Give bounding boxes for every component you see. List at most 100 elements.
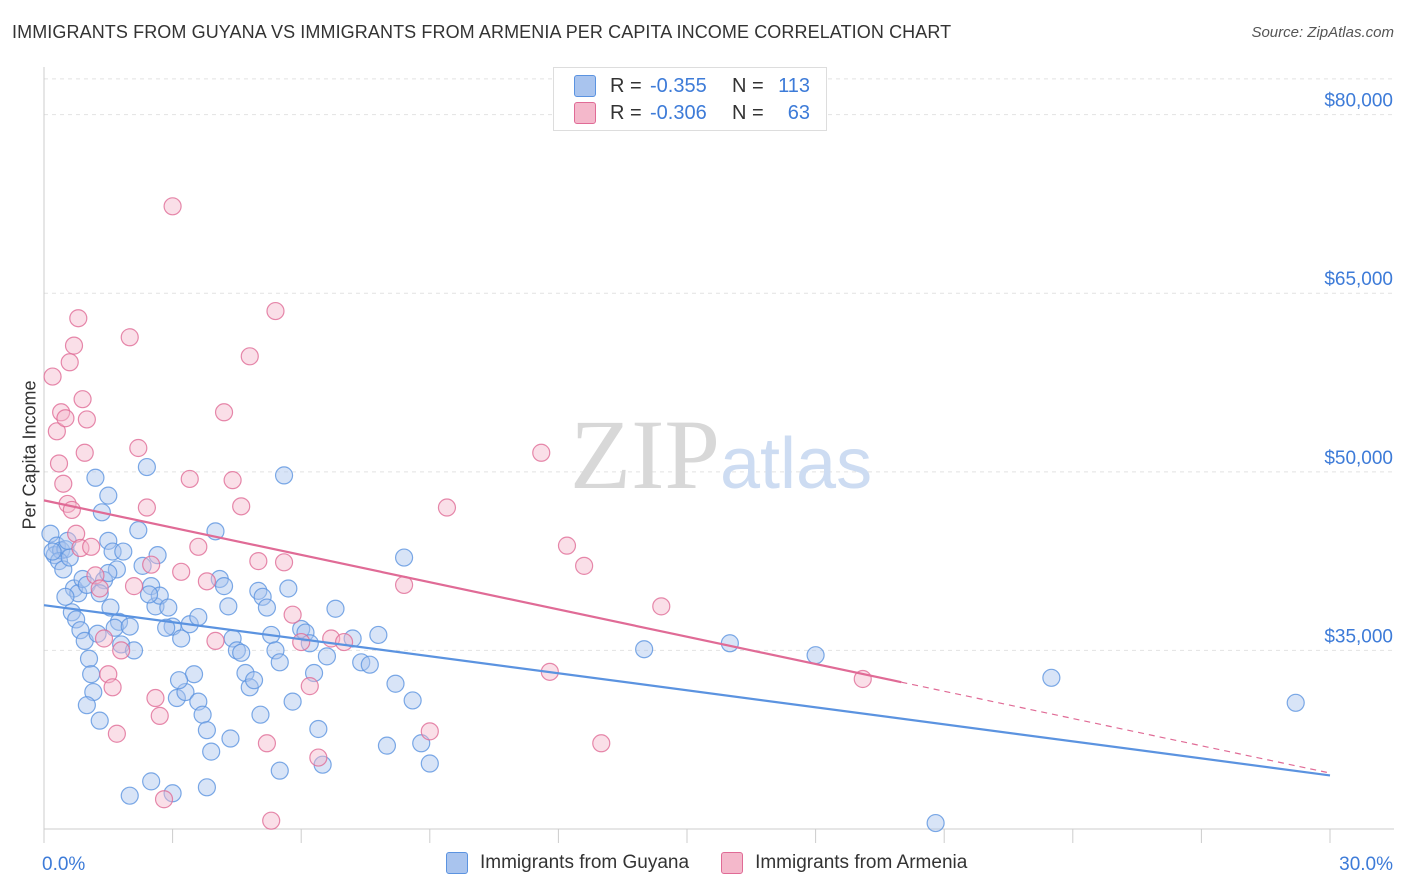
guyana-point: [129, 521, 148, 540]
armenia-point: [266, 301, 285, 321]
armenia-point: [197, 572, 216, 591]
armenia-point: [206, 631, 225, 650]
y-tick-label: $35,000: [1324, 626, 1393, 647]
trend-layer: [43, 499, 1331, 777]
armenia-point: [292, 632, 311, 652]
watermark-atlas: atlas: [720, 424, 872, 504]
guyana-point: [49, 552, 69, 571]
armenia-swatch: [721, 852, 744, 874]
guyana-point: [221, 729, 240, 748]
guyana-point: [219, 597, 238, 616]
guyana-point: [420, 754, 439, 773]
armenia-point: [77, 410, 96, 429]
y-tick-label: $65,000: [1324, 269, 1393, 290]
guyana-point: [283, 692, 302, 711]
guyana-point: [79, 649, 99, 668]
guyana-point: [124, 641, 144, 660]
armenia-point: [60, 353, 79, 372]
guyana-point: [56, 587, 75, 606]
guyana-point: [105, 618, 124, 637]
guyana-point: [137, 457, 156, 477]
armenia-point: [214, 403, 234, 422]
legend-item-guyana[interactable]: Immigrants from Guyana: [446, 852, 689, 874]
armenia-point: [283, 605, 302, 624]
guyana-point: [1286, 693, 1305, 712]
armenia-point: [56, 409, 75, 428]
armenia-point: [129, 438, 148, 458]
armenia-point: [189, 537, 208, 556]
stats-row-armenia: R = -0.306 N = 63: [574, 101, 810, 125]
armenia-point: [103, 678, 122, 697]
guyana-point: [369, 625, 388, 645]
r-value: -0.355: [650, 74, 707, 97]
armenia-point: [249, 552, 268, 571]
armenia-point: [67, 524, 86, 543]
armenia-point: [309, 748, 328, 767]
guyana-point: [197, 721, 216, 740]
guyana-swatch: [574, 75, 596, 97]
y-tick-label: $50,000: [1324, 448, 1393, 469]
armenia-point: [107, 724, 126, 743]
stats-legend: R = -0.355 N = 113 R = -0.306 N = 63: [553, 67, 827, 131]
armenia-point: [112, 641, 131, 660]
armenia-point: [232, 497, 251, 516]
guyana-swatch: [446, 852, 468, 874]
guyana-point: [189, 607, 208, 627]
guyana-point: [120, 617, 139, 636]
guyana-point: [386, 674, 405, 693]
armenia-point: [180, 469, 199, 489]
guyana-point: [169, 671, 189, 690]
armenia-point: [90, 579, 109, 598]
armenia-point: [64, 336, 84, 355]
n-value: 113: [778, 74, 810, 97]
armenia-point: [592, 734, 611, 753]
armenia-point: [652, 597, 671, 616]
guyana-point: [257, 598, 277, 617]
guyana-point: [270, 653, 289, 672]
armenia-point: [334, 632, 354, 652]
guyana-point: [43, 542, 62, 561]
guyana-point: [720, 634, 739, 653]
guyana-point: [253, 587, 272, 606]
guyana-point: [193, 705, 212, 724]
n-label: N =: [732, 101, 764, 124]
guyana-trend-line: [43, 604, 1331, 777]
guyana-point: [317, 647, 337, 666]
armenia-point: [154, 790, 174, 809]
armenia-point: [437, 498, 457, 517]
legend-item-armenia[interactable]: Immigrants from Armenia: [721, 852, 967, 874]
n-label: N =: [732, 74, 764, 97]
armenia-point: [172, 562, 191, 581]
armenia-point: [142, 555, 161, 574]
guyana-point: [101, 598, 120, 617]
guyana-point: [148, 546, 167, 565]
guyana-point: [251, 705, 270, 724]
armenia-point: [47, 422, 66, 441]
guyana-point: [90, 584, 109, 603]
armenia-point: [146, 688, 165, 708]
armenia-point: [124, 577, 144, 596]
guyana-point: [232, 643, 251, 662]
guyana-point: [326, 599, 345, 618]
armenia-trend-line: [43, 499, 902, 684]
legend-label-armenia: Immigrants from Armenia: [755, 852, 968, 873]
guyana-point: [377, 736, 397, 755]
y-tick-label: $80,000: [1324, 91, 1393, 112]
armenia-point: [75, 443, 94, 462]
guyana-point: [394, 548, 414, 567]
guyana-point: [274, 466, 294, 485]
guyana-point: [172, 629, 191, 648]
armenia-point: [300, 677, 319, 696]
guyana-point: [86, 468, 105, 487]
armenia-point: [73, 390, 92, 409]
guyana-point: [82, 665, 101, 684]
armenia-point: [274, 553, 294, 572]
x-tick-label: 0.0%: [42, 854, 85, 875]
armenia-point: [69, 309, 88, 328]
armenia-point: [240, 347, 259, 366]
guyana-point: [77, 696, 96, 715]
guyana-point: [360, 655, 379, 674]
guyana-point: [67, 610, 86, 629]
r-label: R =: [610, 74, 642, 97]
legend-label-guyana: Immigrants from Guyana: [480, 852, 690, 873]
